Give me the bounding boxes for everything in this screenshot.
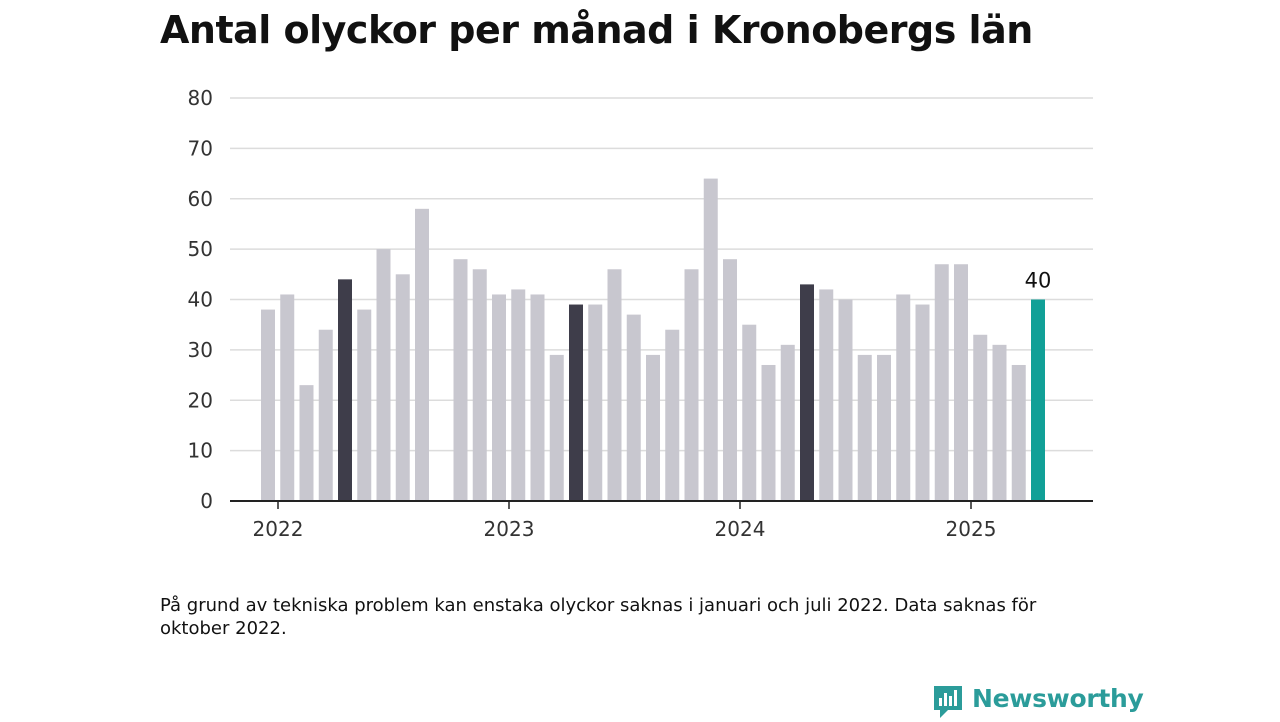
bar-2023-04 xyxy=(549,354,564,501)
bar-2025-03 xyxy=(992,344,1007,501)
bar-2022-08 xyxy=(395,274,410,501)
x-tick-label: 2022 xyxy=(253,517,304,541)
bar-2022-01 xyxy=(261,309,275,501)
bar-2025-02 xyxy=(973,334,988,501)
bar-2022-05 xyxy=(338,279,352,501)
bar-2025-04 xyxy=(1011,364,1026,501)
bar-2024-08 xyxy=(857,354,872,501)
bar-2023-10 xyxy=(665,329,680,501)
newsworthy-logo-icon xyxy=(934,686,962,718)
bar-2023-08 xyxy=(626,314,641,501)
x-tick-label: 2023 xyxy=(484,517,535,541)
bar-2022-03 xyxy=(299,385,314,501)
bar-2024-06 xyxy=(819,289,834,501)
bar-2023-02 xyxy=(511,289,526,501)
x-tick-label: 2025 xyxy=(946,517,997,541)
data-labels: 40 xyxy=(1025,269,1052,293)
y-tick-label: 80 xyxy=(188,86,213,110)
bar-2023-09 xyxy=(646,354,660,501)
bar-2022-07 xyxy=(376,249,391,501)
bar-2024-02 xyxy=(742,324,757,501)
y-tick-label: 20 xyxy=(188,388,213,412)
bar-2022-02 xyxy=(280,294,295,501)
bar-2024-03 xyxy=(761,364,776,501)
bar-2022-06 xyxy=(357,309,372,501)
gridlines xyxy=(230,97,1093,452)
y-tick-label: 50 xyxy=(188,237,213,261)
bar-2022-04 xyxy=(318,329,333,501)
bar-2022-11 xyxy=(453,259,468,501)
y-tick-label: 70 xyxy=(188,136,213,160)
bar-2024-01 xyxy=(723,259,737,501)
chart-title: Antal olyckor per månad i Kronobergs län xyxy=(160,8,1033,52)
y-tick-label: 10 xyxy=(188,439,213,463)
bar-2023-03 xyxy=(530,294,545,501)
y-tick-label: 0 xyxy=(200,489,213,513)
bar-2024-12 xyxy=(934,264,949,501)
x-tick-label: 2024 xyxy=(715,517,766,541)
y-axis-ticks: 0 10 20 30 40 50 60 70 80 xyxy=(188,86,213,513)
bar-2023-11 xyxy=(684,269,699,501)
bar-2024-11 xyxy=(915,304,930,501)
footnote: På grund av tekniska problem kan enstaka… xyxy=(160,595,1037,639)
bar-2023-07 xyxy=(607,269,622,501)
y-tick-label: 60 xyxy=(188,187,213,211)
bar-chart: 0 10 20 30 40 50 60 70 80 2022 2023 2024 2025 40 xyxy=(188,86,1093,541)
bar-2025-01 xyxy=(954,264,968,501)
bar-2022-12 xyxy=(472,269,487,501)
bar-2023-06 xyxy=(588,304,603,501)
bar-2024-07 xyxy=(838,299,853,501)
bar-2023-01 xyxy=(492,294,506,501)
bar-2023-12 xyxy=(703,178,718,501)
bar-2024-04 xyxy=(780,344,795,501)
y-tick-label: 40 xyxy=(188,288,213,312)
bar-2024-05 xyxy=(800,284,814,501)
y-tick-label: 30 xyxy=(188,338,213,362)
x-axis: 2022 2023 2024 2025 xyxy=(230,500,1093,541)
bar-2025-05 xyxy=(1031,299,1045,501)
bar-2023-05 xyxy=(569,304,583,501)
bars xyxy=(261,178,1045,501)
brand-name: Newsworthy xyxy=(972,684,1144,713)
bar-2024-09 xyxy=(877,354,891,501)
data-label: 40 xyxy=(1025,269,1052,293)
bar-2022-09 xyxy=(415,208,429,501)
bar-2024-10 xyxy=(896,294,911,501)
